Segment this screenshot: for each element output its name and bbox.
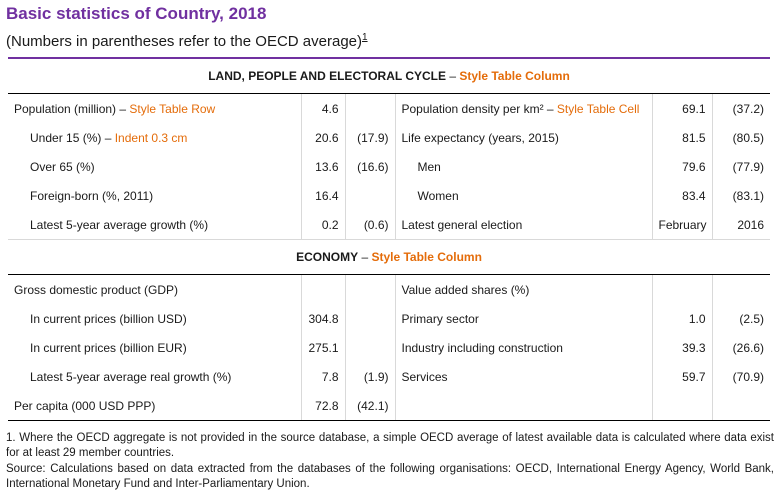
- row-oecd-average-right: (80.5): [711, 123, 771, 152]
- row-label-right: Life expectancy (years, 2015): [394, 123, 652, 152]
- row-value-right: [651, 274, 712, 304]
- source-note: Source: Calculations based on data extra…: [6, 463, 774, 490]
- page-subtitle: (Numbers in parentheses refer to the OEC…: [6, 32, 368, 50]
- row-value: 20.6: [300, 123, 345, 152]
- row-oecd-average-right: (83.1): [711, 181, 771, 210]
- row-value-right: February: [651, 210, 712, 240]
- row-oecd-average: [344, 333, 395, 362]
- row-label: Over 65 (%): [30, 159, 95, 174]
- row-value: 275.1: [300, 333, 345, 362]
- row-label: Foreign-born (%, 2011): [30, 188, 154, 203]
- row-value-right: 81.5: [651, 123, 712, 152]
- row-oecd-average: [344, 304, 395, 333]
- row-value: 304.8: [300, 304, 345, 333]
- row-oecd-average-right: (26.6): [711, 333, 771, 362]
- row-label: Under 15 (%) – Indent 0.3 cm: [30, 130, 188, 145]
- table-row: Gross domestic product (GDP) Value added …: [8, 274, 771, 304]
- table-row: Latest 5-year average growth (%) 0.2 (0.6)…: [8, 210, 771, 240]
- section-header-economy: ECONOMY – Style Table Column: [8, 239, 771, 275]
- row-value: [300, 274, 345, 304]
- row-oecd-average: [344, 274, 395, 304]
- table-row: Over 65 (%) 13.6 (16.6) Men 79.6 (77.9): [8, 152, 771, 181]
- row-label: Latest 5-year average growth (%): [30, 217, 209, 232]
- page-title: Basic statistics of Country, 2018: [6, 4, 267, 23]
- row-label-right: [394, 391, 652, 421]
- row-value-right: 79.6: [651, 152, 712, 181]
- row-value: 13.6: [300, 152, 345, 181]
- table-row: Population (million) – Style Table Row 4.…: [8, 93, 771, 123]
- row-oecd-average: [344, 181, 395, 210]
- table-row: Under 15 (%) – Indent 0.3 cm 20.6 (17.9) Li…: [8, 123, 771, 152]
- row-value-right: 1.0: [651, 304, 712, 333]
- table-row: Per capita (000 USD PPP) 72.8 (42.1): [8, 391, 771, 421]
- row-value-right: [651, 391, 712, 421]
- row-label-right: Primary sector: [394, 304, 652, 333]
- subtitle-text: (Numbers in parentheses refer to the OEC…: [6, 33, 362, 50]
- row-oecd-average-right: [711, 274, 771, 304]
- row-label: Population (million) – Style Table Row: [14, 101, 216, 116]
- row-value-right: 69.1: [651, 93, 712, 123]
- row-oecd-average-right: (77.9): [711, 152, 771, 181]
- table-row: Latest 5-year average real growth (%) 7.8…: [8, 362, 771, 391]
- section-title: LAND, PEOPLE AND ELECTORAL CYCLE – Style…: [8, 57, 771, 94]
- footnote-ref[interactable]: 1: [362, 32, 368, 43]
- row-oecd-average-right: [711, 391, 771, 421]
- row-label: Per capita (000 USD PPP): [8, 391, 301, 421]
- row-value: 72.8: [300, 391, 345, 421]
- statistics-table: LAND, PEOPLE AND ELECTORAL CYCLE – Style…: [8, 57, 771, 421]
- row-value: 16.4: [300, 181, 345, 210]
- row-oecd-average-right: (70.9): [711, 362, 771, 391]
- table-row: In current prices (billion EUR) 275.1 Indu…: [8, 333, 771, 362]
- row-value: 7.8: [300, 362, 345, 391]
- row-label-right: Population density per km² – Style Table…: [394, 93, 652, 123]
- row-value: 4.6: [300, 93, 345, 123]
- row-label: In current prices (billion USD): [30, 311, 187, 326]
- row-oecd-average: (16.6): [344, 152, 395, 181]
- row-oecd-average: (1.9): [344, 362, 395, 391]
- row-label-right: Women: [394, 181, 652, 210]
- row-oecd-average: (17.9): [344, 123, 395, 152]
- row-value: 0.2: [300, 210, 345, 240]
- row-oecd-average-right: (37.2): [711, 93, 771, 123]
- section-header-land: LAND, PEOPLE AND ELECTORAL CYCLE – Style…: [8, 57, 771, 94]
- row-label-right: Latest general election: [394, 210, 652, 240]
- row-value-right: 39.3: [651, 333, 712, 362]
- row-oecd-average-right: (2.5): [711, 304, 771, 333]
- row-label: Latest 5-year average real growth (%): [30, 369, 232, 384]
- row-label-right: Value added shares (%): [394, 274, 652, 304]
- footnote: 1. Where the OECD aggregate is not provi…: [6, 432, 774, 459]
- row-value-right: 59.7: [651, 362, 712, 391]
- row-label: Gross domestic product (GDP): [14, 282, 179, 297]
- row-oecd-average: (42.1): [344, 391, 395, 421]
- row-value-right: 83.4: [651, 181, 712, 210]
- row-label: In current prices (billion EUR): [30, 340, 187, 355]
- row-label-right: Services: [394, 362, 652, 391]
- section-title: ECONOMY – Style Table Column: [8, 239, 771, 275]
- row-oecd-average: [344, 93, 395, 123]
- table-row: Foreign-born (%, 2011) 16.4 Women 83.4 (83.1…: [8, 181, 771, 210]
- row-oecd-average: (0.6): [344, 210, 395, 240]
- row-oecd-average-right: 2016: [711, 210, 771, 240]
- row-label-right: Industry including construction: [394, 333, 652, 362]
- row-label-right: Men: [394, 152, 652, 181]
- table-row: In current prices (billion USD) 304.8 Prim…: [8, 304, 771, 333]
